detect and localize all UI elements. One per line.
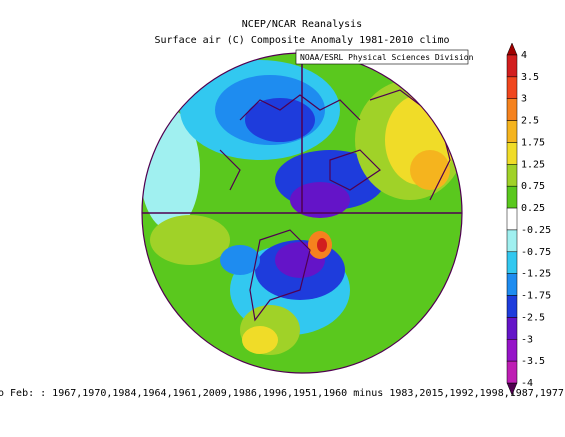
colorbar-label: 3 [521, 94, 527, 105]
colorbar-label: 0.75 [521, 181, 545, 192]
colorbar-label: 4 [521, 50, 527, 61]
colorbar-swatch [506, 295, 518, 318]
colorbar-swatch [506, 185, 518, 209]
colorbar-label: -0.25 [521, 225, 551, 236]
map [142, 53, 462, 373]
colorbar: 4 3.5 3 2.5 1.75 1.25 0.75 0.25 -0.25 -0.75 -1.25 -… [506, 42, 551, 396]
colorbar-label: -3 [521, 334, 533, 345]
colorbar-label: 0.25 [521, 203, 545, 214]
colorbar-label: 3.5 [521, 72, 539, 83]
colorbar-label: -4 [521, 378, 533, 389]
colorbar-swatch [506, 76, 518, 99]
colorbar-swatch [506, 54, 518, 78]
subtitle: Surface air (C) Composite Anomaly 1981-2… [154, 35, 449, 46]
footer: o Feb: : 1967,1970,1984,1964,1961,2009,1… [0, 388, 565, 399]
colorbar-swatch [506, 120, 518, 143]
colorbar-swatch [506, 251, 518, 274]
colorbar-label: -0.75 [521, 247, 551, 258]
credit-box [295, 49, 469, 65]
colorbar-top [506, 42, 518, 56]
colorbar-swatch [506, 164, 518, 187]
colorbar-label: -1.75 [521, 291, 551, 302]
title: NCEP/NCAR Reanalysis [242, 19, 362, 30]
colorbar-label: -1.25 [521, 269, 551, 280]
colorbar-swatch [506, 207, 518, 231]
colorbar-swatch [506, 317, 518, 340]
colorbar-label: -3.5 [521, 356, 545, 367]
colorbar-label: 2.5 [521, 116, 539, 127]
colorbar-swatch [506, 98, 518, 121]
colorbar-swatch [506, 229, 518, 253]
colorbar-swatch [506, 273, 518, 296]
colorbar-swatch [506, 142, 518, 165]
colorbar-swatch [506, 360, 518, 384]
colorbar-label: 1.75 [521, 137, 545, 148]
colorbar-label: 1.25 [521, 159, 545, 170]
colorbar-label: -2.5 [521, 312, 545, 323]
colorbar-swatch [506, 339, 518, 362]
credit: NOAA/ESRL Physical Sciences Division [300, 53, 474, 62]
